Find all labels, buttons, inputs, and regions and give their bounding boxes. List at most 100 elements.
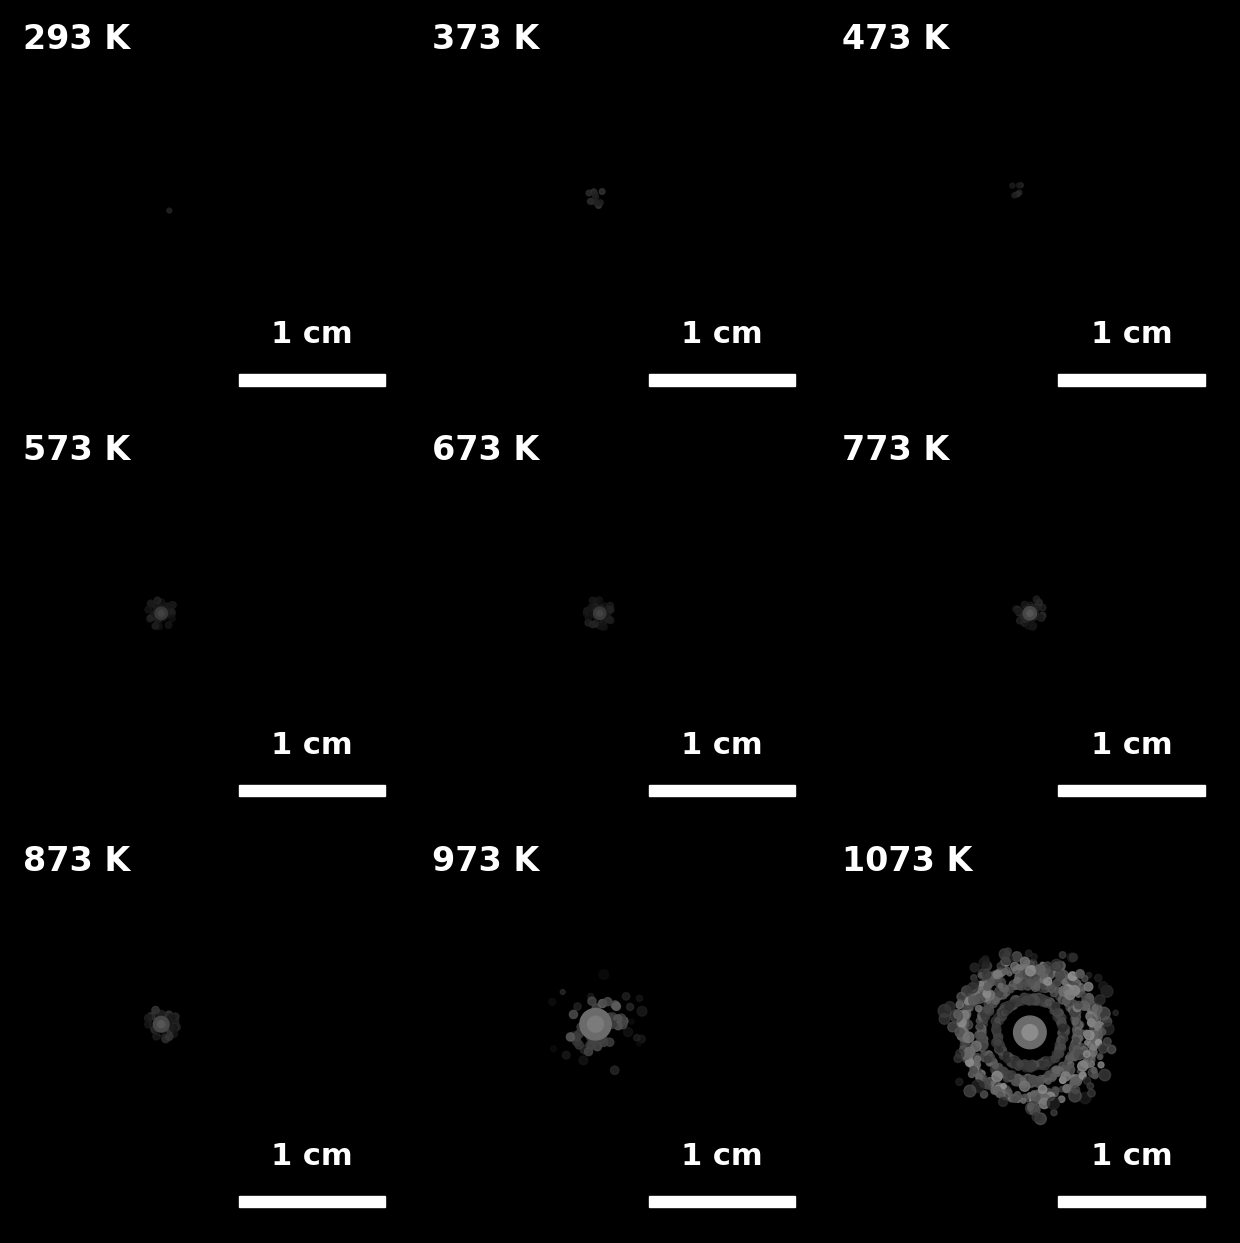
Circle shape <box>1078 1022 1084 1028</box>
Circle shape <box>1063 1029 1069 1035</box>
Circle shape <box>991 1066 997 1073</box>
Circle shape <box>1065 1055 1073 1063</box>
Circle shape <box>1053 1050 1059 1057</box>
Circle shape <box>991 977 996 982</box>
Circle shape <box>1022 1062 1030 1070</box>
Circle shape <box>596 608 603 614</box>
Circle shape <box>968 1071 975 1078</box>
Circle shape <box>1090 1025 1094 1029</box>
Circle shape <box>1076 1025 1080 1030</box>
Bar <box>649 1196 795 1207</box>
Circle shape <box>1056 1016 1063 1022</box>
Circle shape <box>977 1069 982 1074</box>
Circle shape <box>1003 1095 1008 1099</box>
Circle shape <box>1017 965 1022 970</box>
Circle shape <box>1087 1007 1096 1016</box>
Circle shape <box>1025 950 1032 957</box>
Circle shape <box>1002 988 1011 996</box>
Circle shape <box>1033 966 1037 971</box>
Circle shape <box>997 962 1004 970</box>
Circle shape <box>594 1017 603 1024</box>
Circle shape <box>1042 1091 1048 1098</box>
Circle shape <box>1084 998 1089 1004</box>
Circle shape <box>955 1028 965 1037</box>
Circle shape <box>573 1033 580 1040</box>
Circle shape <box>982 1044 986 1049</box>
Circle shape <box>1002 1054 1007 1059</box>
Circle shape <box>1074 1044 1080 1052</box>
Circle shape <box>1069 1089 1081 1103</box>
Circle shape <box>1058 1042 1063 1047</box>
Circle shape <box>1069 1003 1075 1009</box>
Text: 673 K: 673 K <box>433 434 539 467</box>
Circle shape <box>992 1071 1002 1081</box>
Circle shape <box>1061 1035 1068 1042</box>
Circle shape <box>1037 1079 1043 1084</box>
Circle shape <box>983 989 991 998</box>
Circle shape <box>990 1081 996 1088</box>
Circle shape <box>1066 1003 1074 1012</box>
Circle shape <box>574 1003 582 1011</box>
Text: 373 K: 373 K <box>433 24 539 56</box>
Circle shape <box>605 615 613 622</box>
Circle shape <box>595 203 601 209</box>
Circle shape <box>982 1044 987 1049</box>
Circle shape <box>144 1014 151 1022</box>
Circle shape <box>1034 979 1040 987</box>
Circle shape <box>145 607 151 613</box>
Circle shape <box>1048 1002 1054 1008</box>
Circle shape <box>1042 1063 1047 1068</box>
Circle shape <box>1025 609 1032 615</box>
Circle shape <box>165 1012 172 1019</box>
Circle shape <box>1081 1044 1085 1048</box>
Circle shape <box>599 999 606 1008</box>
Circle shape <box>982 984 988 991</box>
Circle shape <box>1029 1063 1038 1070</box>
Circle shape <box>1070 983 1079 992</box>
Circle shape <box>996 1064 1002 1070</box>
Circle shape <box>1083 1060 1089 1066</box>
Circle shape <box>1037 614 1043 620</box>
Circle shape <box>1014 996 1019 1002</box>
Circle shape <box>985 1057 991 1063</box>
Circle shape <box>1065 975 1073 982</box>
Circle shape <box>967 1006 973 1011</box>
Circle shape <box>993 1068 999 1074</box>
Circle shape <box>1061 1071 1070 1081</box>
Circle shape <box>1079 986 1085 992</box>
Bar <box>649 786 795 797</box>
Circle shape <box>1012 1080 1018 1085</box>
Circle shape <box>1050 1059 1054 1063</box>
Circle shape <box>999 1013 1006 1018</box>
Circle shape <box>1087 1083 1094 1089</box>
Circle shape <box>1009 970 1014 975</box>
Circle shape <box>1095 1025 1102 1034</box>
Circle shape <box>1055 1017 1063 1024</box>
Circle shape <box>1063 1025 1070 1033</box>
Circle shape <box>1009 1060 1017 1068</box>
Circle shape <box>1073 1045 1080 1053</box>
Circle shape <box>1006 1076 1009 1080</box>
Circle shape <box>966 1059 973 1066</box>
Circle shape <box>1014 1080 1021 1085</box>
Circle shape <box>1025 1101 1039 1115</box>
Circle shape <box>977 1032 986 1040</box>
Circle shape <box>1030 1091 1037 1096</box>
Circle shape <box>161 1021 169 1028</box>
Circle shape <box>1023 998 1028 1003</box>
Circle shape <box>608 607 614 613</box>
Circle shape <box>157 1021 165 1028</box>
Circle shape <box>1027 1106 1033 1111</box>
Circle shape <box>977 1024 983 1029</box>
Circle shape <box>1017 1095 1022 1100</box>
Circle shape <box>980 1038 987 1045</box>
Circle shape <box>1025 965 1033 972</box>
Circle shape <box>1043 1074 1050 1081</box>
Circle shape <box>1091 1008 1100 1018</box>
Circle shape <box>1008 1094 1016 1101</box>
Circle shape <box>153 1013 160 1019</box>
Circle shape <box>1061 1023 1066 1028</box>
Circle shape <box>1043 997 1049 1003</box>
Circle shape <box>1061 997 1068 1003</box>
Circle shape <box>626 1003 634 1011</box>
